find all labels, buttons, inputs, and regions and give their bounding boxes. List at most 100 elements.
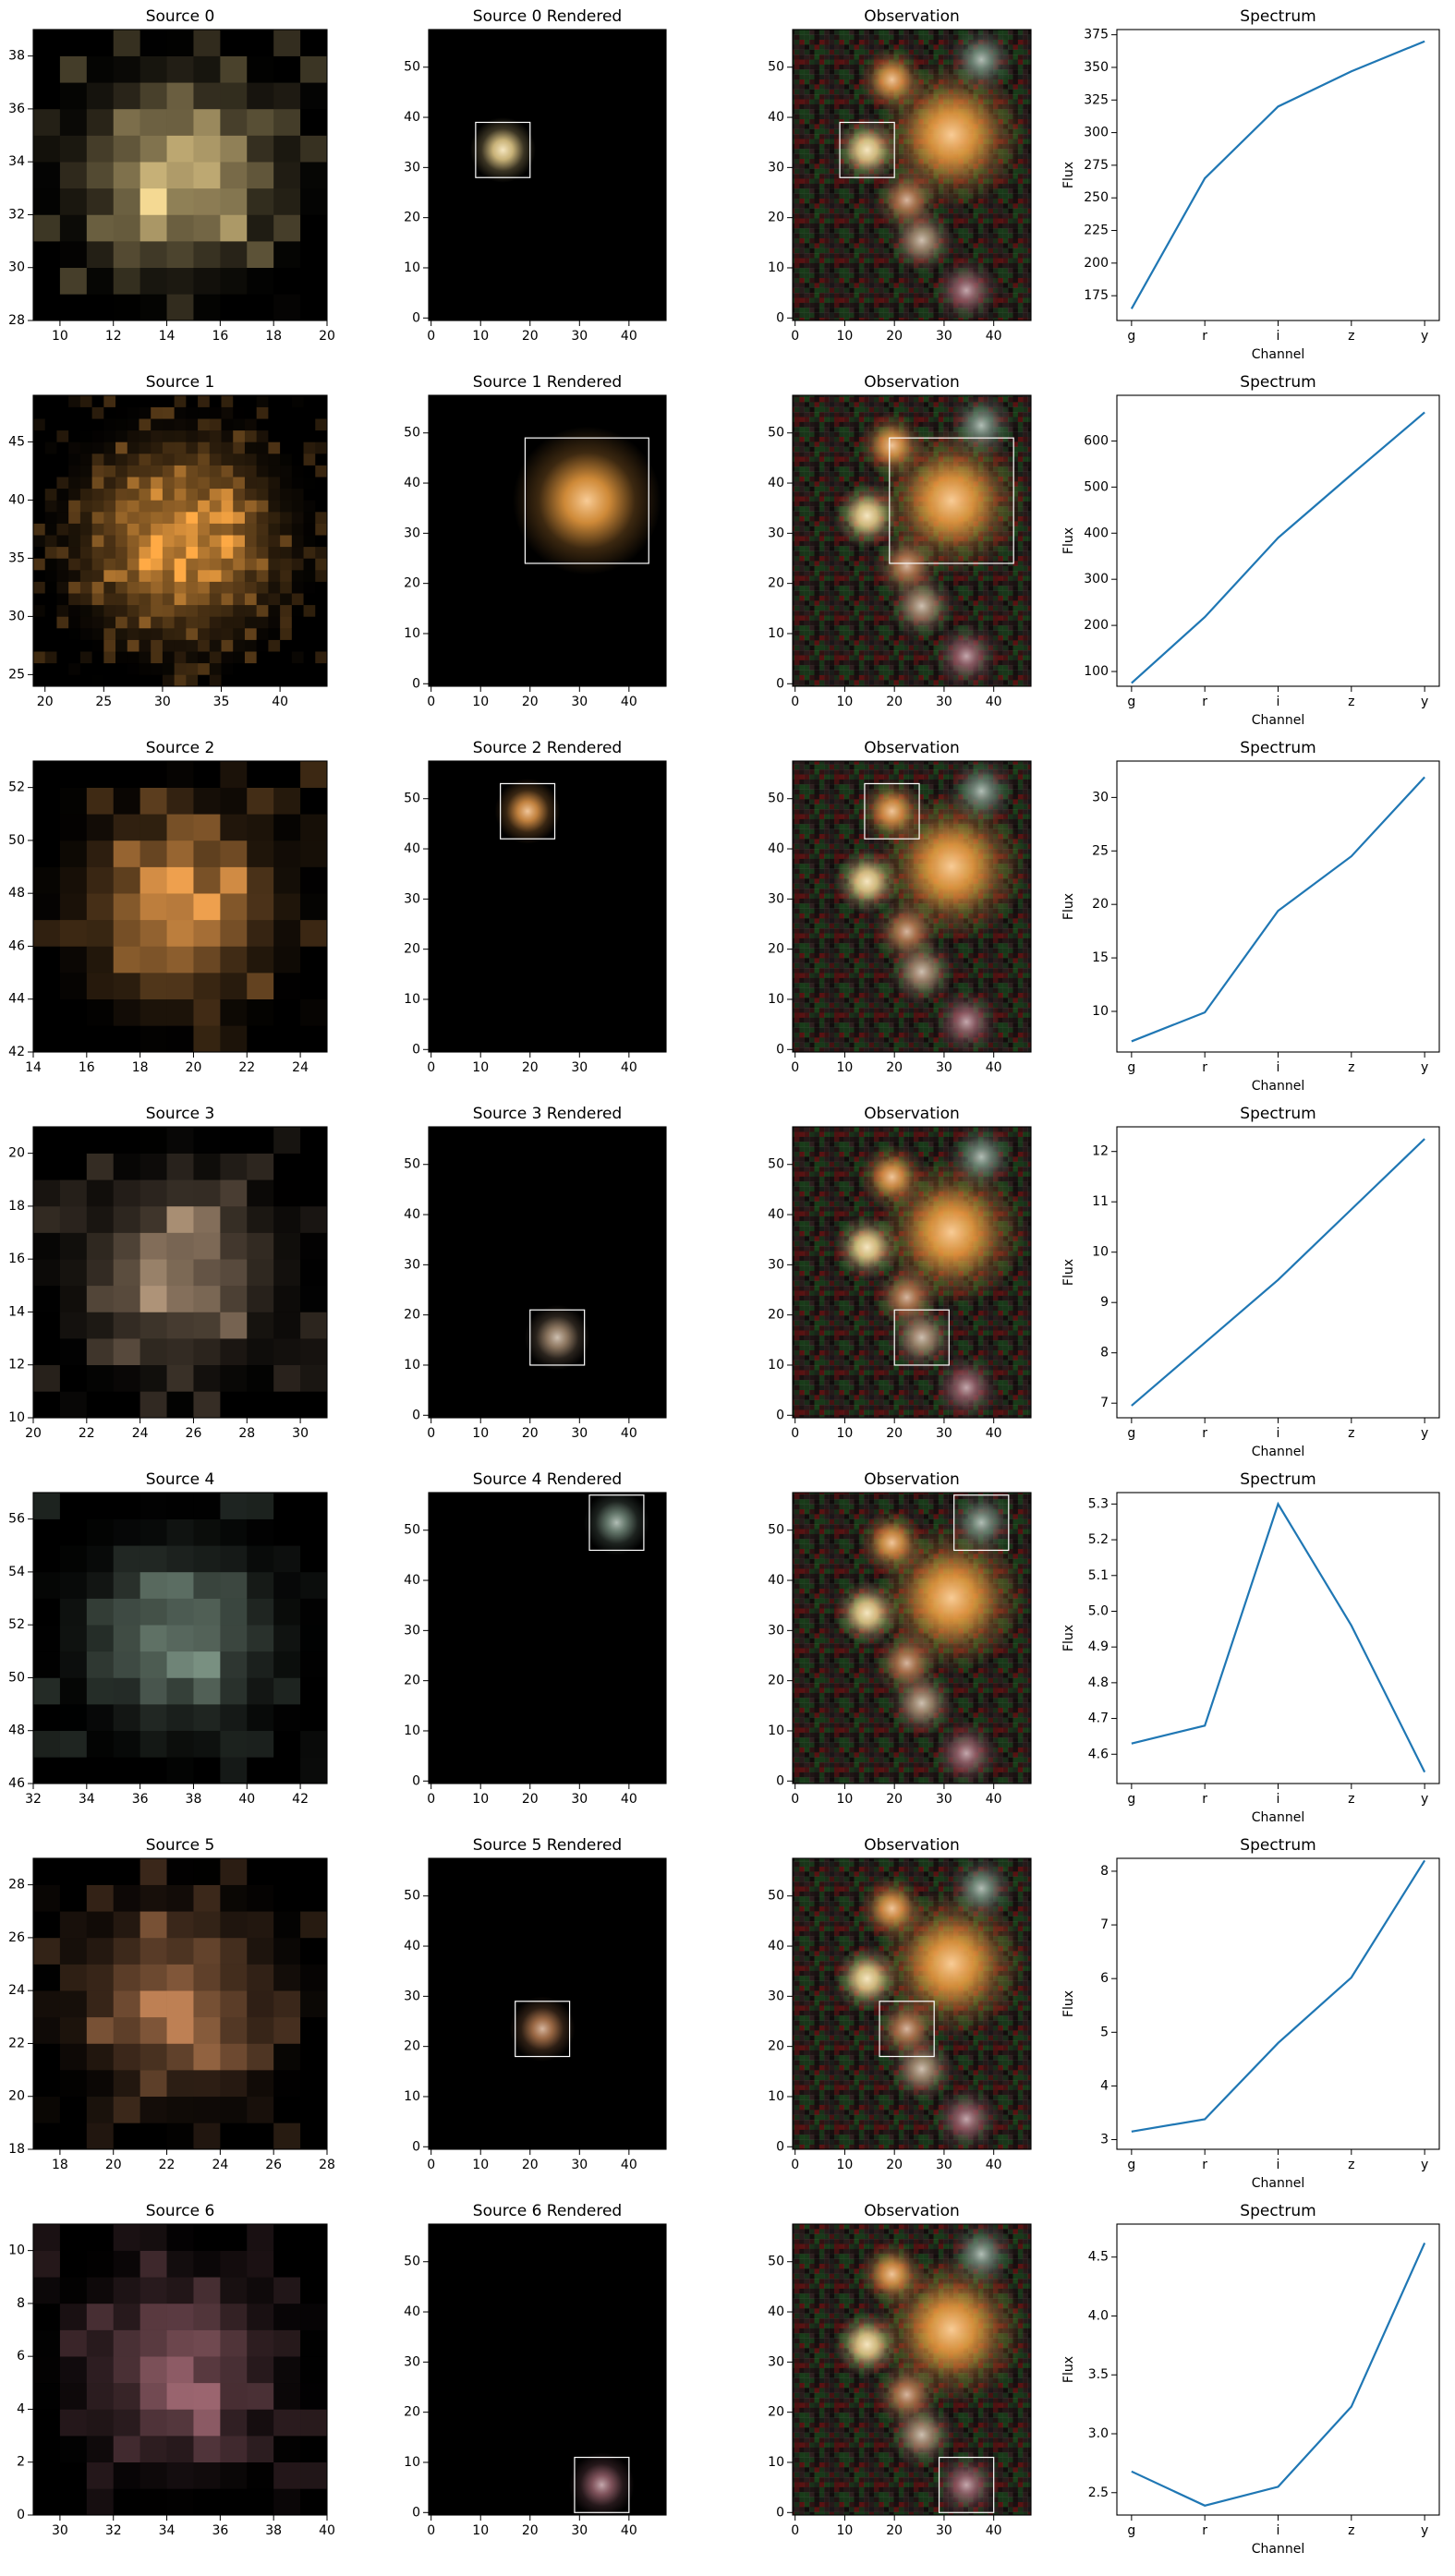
pixel [166, 2461, 194, 2489]
source-blob [859, 1143, 925, 1210]
pixel [209, 395, 222, 407]
pixel [59, 1518, 88, 1546]
pixel [103, 418, 116, 431]
pixel [59, 2277, 88, 2304]
pixel [300, 761, 327, 788]
y-tick-label: 50 [768, 1889, 784, 1904]
pixel [247, 1598, 274, 1626]
x-tick-label: z [1348, 2523, 1354, 2538]
pixel [273, 267, 301, 295]
pixel [291, 581, 304, 594]
pixel [139, 2382, 167, 2410]
pixel [291, 593, 304, 606]
pixel [193, 82, 221, 110]
pixel [44, 639, 57, 652]
y-tick-label: 50 [768, 1157, 784, 1172]
y-tick-label: 10 [768, 260, 784, 275]
pixel [113, 1625, 140, 1652]
pixel [247, 2016, 274, 2044]
pixel [198, 523, 211, 536]
pixel [86, 82, 115, 110]
pixel [220, 1651, 248, 1678]
pixel [273, 1625, 301, 1652]
y-tick-label: 14 [8, 1304, 25, 1319]
axes-frame [32, 1857, 328, 2150]
pixel [220, 1677, 248, 1705]
pixel [268, 558, 281, 571]
pixel [220, 187, 248, 215]
pixel [193, 1884, 221, 1912]
pixel [113, 1757, 140, 1784]
pixel [113, 1025, 140, 1052]
pixel [166, 1625, 194, 1652]
spectrum-line [1131, 1859, 1426, 2133]
pixel [247, 187, 274, 215]
pixel [127, 604, 139, 617]
y-tick-label: 20 [404, 2405, 420, 2420]
pixel [44, 662, 57, 675]
pixel [139, 558, 152, 571]
pixel [166, 2356, 194, 2384]
pixel [79, 581, 92, 594]
x-tick-label: 16 [212, 329, 228, 344]
x-tick-label: 30 [571, 329, 588, 344]
pixel [273, 108, 301, 136]
x-tick-label: 40 [621, 1792, 637, 1807]
pixel [139, 1179, 167, 1207]
pixel [315, 523, 327, 536]
pixel [247, 761, 274, 788]
pixel [303, 570, 316, 582]
pixel [300, 214, 327, 242]
pixel [273, 162, 301, 189]
pixel [291, 604, 304, 617]
pixel [220, 241, 248, 269]
pixel [103, 639, 116, 652]
image-area [33, 1858, 327, 2149]
y-tick-label: 300 [1084, 572, 1109, 587]
pixel [233, 651, 246, 664]
x-tick-label: 40 [319, 2523, 335, 2538]
x-tick-label: 30 [936, 2158, 952, 2172]
pixel [59, 1391, 88, 1418]
pixel [113, 162, 140, 189]
pixel [59, 30, 88, 56]
pixel [59, 187, 88, 215]
pixel [193, 1153, 221, 1180]
pixel [33, 2250, 61, 2278]
pixel [86, 919, 115, 947]
pixel [139, 1232, 167, 1260]
pixel [186, 662, 199, 675]
pixel [59, 2436, 88, 2463]
x-tick-label: 20 [522, 695, 539, 709]
pixel [166, 30, 194, 56]
pixel [220, 1937, 248, 1965]
pixel [103, 465, 116, 478]
x-tick-label: 40 [986, 2158, 1002, 2172]
y-tick-label: 48 [8, 1723, 25, 1738]
pixel [193, 2250, 221, 2278]
pixel [209, 418, 222, 431]
pixel [220, 1179, 248, 1207]
pixel [166, 946, 194, 974]
pixel [44, 395, 57, 407]
y-tick-label: 10 [768, 2455, 784, 2470]
pixel [166, 1312, 194, 1339]
pixel [166, 2303, 194, 2330]
pixel [79, 570, 92, 582]
pixel [220, 840, 248, 867]
pixel [300, 267, 327, 295]
pixel [300, 946, 327, 974]
pixel [68, 395, 81, 407]
pixel [247, 893, 274, 921]
pixel [291, 418, 304, 431]
pixel [174, 558, 187, 571]
pixel [300, 1493, 327, 1519]
pixel [166, 214, 194, 242]
x-tick-label: 30 [936, 1060, 952, 1075]
pixel [103, 558, 116, 571]
y-tick-label: 100 [1084, 664, 1109, 679]
pixel [166, 2122, 194, 2149]
pixel [315, 581, 327, 594]
pixel [315, 441, 327, 454]
